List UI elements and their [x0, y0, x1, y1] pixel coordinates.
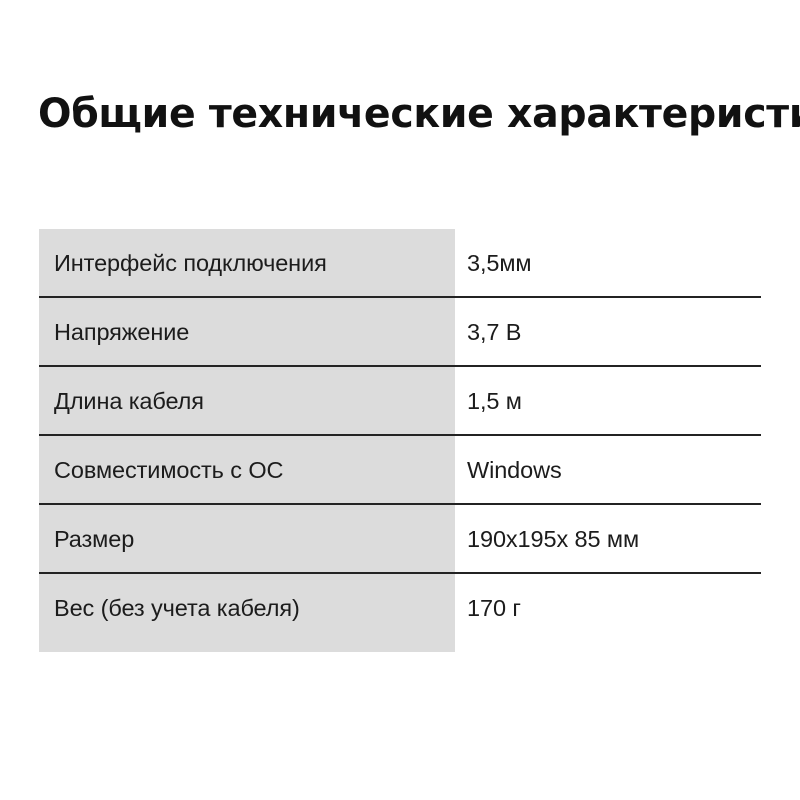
spec-value-size: 190x195x 85 мм [467, 525, 640, 552]
spec-value-os-compatibility: Windows [467, 456, 562, 483]
spec-value-cable-length: 1,5 м [467, 387, 522, 414]
table-row: Вес (без учета кабеля) 170 г [39, 574, 761, 652]
spec-label-cable-length: Длина кабеля [54, 387, 204, 414]
table-row: Напряжение 3,7 В [39, 298, 761, 367]
spec-value-weight: 170 г [467, 594, 521, 621]
spec-value-voltage: 3,7 В [467, 318, 522, 345]
page-title: Общие технические характеристики [38, 90, 800, 137]
spec-label-size: Размер [54, 525, 135, 552]
specifications-table: Интерфейс подключения 3,5мм Напряжение 3… [39, 229, 761, 652]
spec-value-interface: 3,5мм [467, 249, 532, 276]
table-row: Размер 190x195x 85 мм [39, 505, 761, 574]
spec-label-weight: Вес (без учета кабеля) [54, 594, 300, 621]
spec-label-interface: Интерфейс подключения [54, 249, 327, 276]
table-row: Совместимость с ОС Windows [39, 436, 761, 505]
spec-label-voltage: Напряжение [54, 318, 190, 345]
table-row: Интерфейс подключения 3,5мм [39, 229, 761, 298]
spec-label-os-compatibility: Совместимость с ОС [54, 456, 284, 483]
table-row: Длина кабеля 1,5 м [39, 367, 761, 436]
